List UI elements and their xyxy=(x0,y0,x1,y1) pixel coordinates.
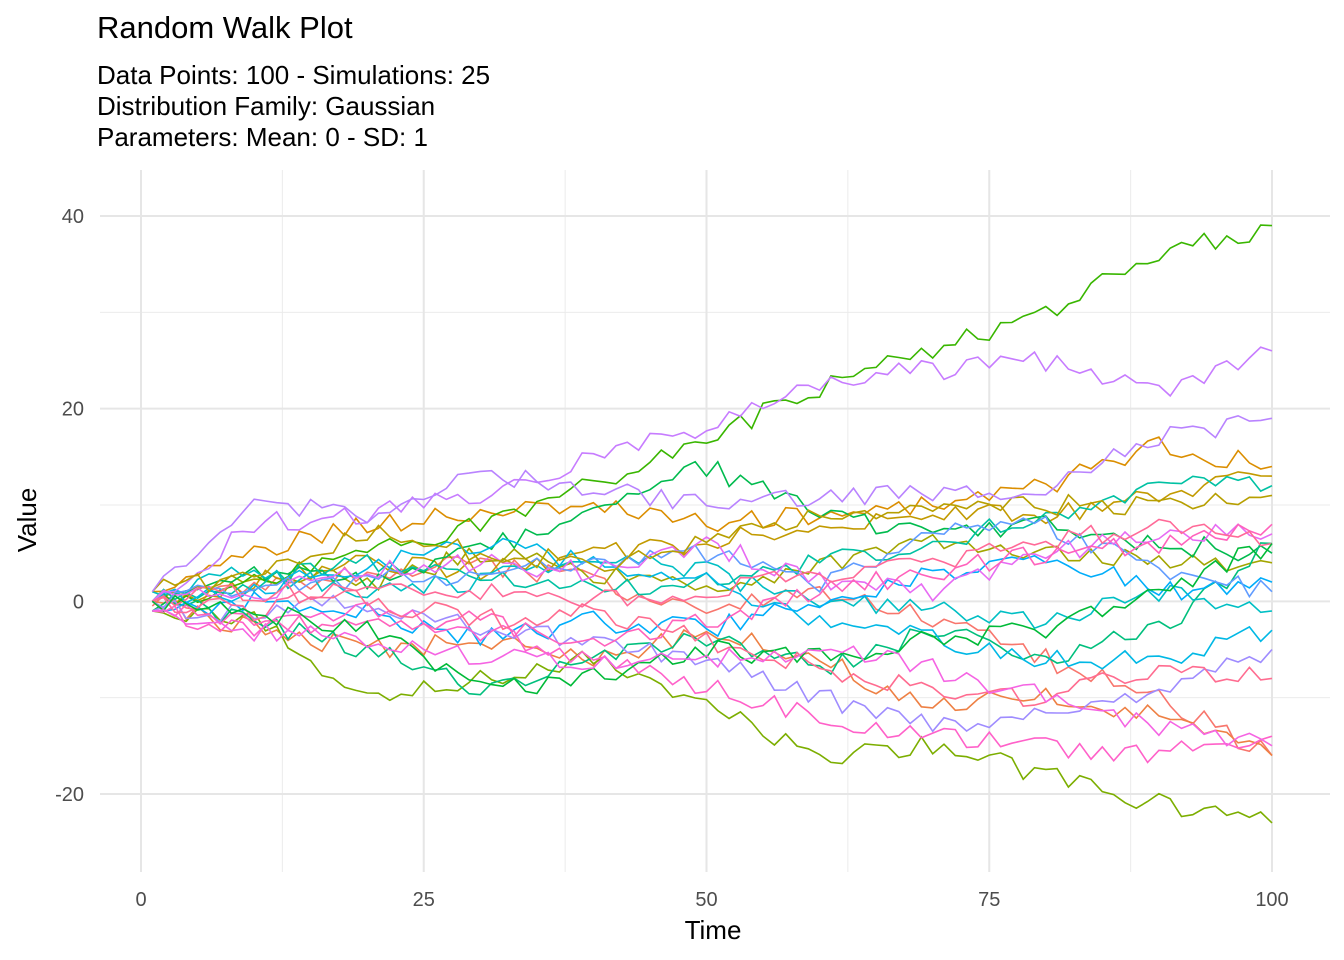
x-tick-label: 25 xyxy=(413,889,435,911)
chart-subtitle-line-2: Distribution Family: Gaussian xyxy=(97,91,436,121)
series-line-20 xyxy=(151,583,1273,708)
series-line-18 xyxy=(152,601,1273,764)
series-line-17 xyxy=(151,523,1273,602)
series-line-16 xyxy=(151,346,1273,602)
series-line-8 xyxy=(151,460,1273,612)
series-line-7 xyxy=(151,224,1273,607)
series-line-22 xyxy=(151,492,1273,593)
series-line-21 xyxy=(152,518,1273,622)
chart-title: Random Walk Plot xyxy=(97,10,353,45)
series-line-4 xyxy=(151,471,1273,605)
chart-subtitle-line-3: Parameters: Mean: 0 - SD: 1 xyxy=(97,122,428,152)
series-line-19 xyxy=(151,523,1273,647)
y-tick-label: 0 xyxy=(73,591,84,613)
grid-lines xyxy=(100,170,1330,872)
y-tick-label: 40 xyxy=(62,206,84,228)
x-tick-label: 50 xyxy=(695,889,717,911)
chart-subtitle-line-1: Data Points: 100 - Simulations: 25 xyxy=(97,60,491,90)
series-line-23 xyxy=(151,543,1273,695)
series-line-3 xyxy=(152,436,1273,593)
x-tick-label: 100 xyxy=(1255,889,1288,911)
y-tick-label: -20 xyxy=(55,784,84,806)
x-tick-label: 75 xyxy=(978,889,1000,911)
y-axis-label: Value xyxy=(12,488,42,553)
series-line-5 xyxy=(152,533,1273,603)
series-line-1 xyxy=(151,555,1273,756)
series-line-24 xyxy=(151,414,1273,593)
series-line-2 xyxy=(152,598,1273,757)
series-line-25 xyxy=(152,609,1273,747)
y-tick-label: 20 xyxy=(62,399,84,421)
x-axis-label: Time xyxy=(685,915,742,945)
x-tick-label: 0 xyxy=(135,889,146,911)
series-line-15 xyxy=(152,594,1273,733)
series-line-13 xyxy=(152,554,1273,647)
axis-ticks: 0 25 50 75 100 -20 0 20 40 xyxy=(55,206,1289,911)
series-line-6 xyxy=(152,607,1273,824)
series-line-11 xyxy=(152,554,1273,630)
series-line-14 xyxy=(151,515,1273,609)
series-lines xyxy=(151,224,1273,824)
series-line-12 xyxy=(151,537,1273,670)
